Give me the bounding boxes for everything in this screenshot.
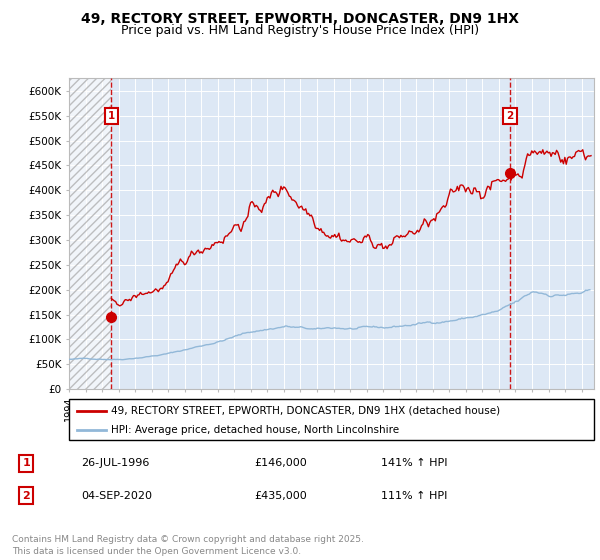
Text: 2: 2 (23, 491, 30, 501)
Text: 1: 1 (108, 111, 115, 121)
Text: 49, RECTORY STREET, EPWORTH, DONCASTER, DN9 1HX: 49, RECTORY STREET, EPWORTH, DONCASTER, … (81, 12, 519, 26)
Text: 141% ↑ HPI: 141% ↑ HPI (380, 459, 447, 468)
Text: HPI: Average price, detached house, North Lincolnshire: HPI: Average price, detached house, Nort… (111, 424, 399, 435)
Text: Price paid vs. HM Land Registry's House Price Index (HPI): Price paid vs. HM Land Registry's House … (121, 24, 479, 36)
Text: 111% ↑ HPI: 111% ↑ HPI (380, 491, 447, 501)
Text: 26-JUL-1996: 26-JUL-1996 (81, 459, 149, 468)
Text: 2: 2 (506, 111, 514, 121)
Text: Contains HM Land Registry data © Crown copyright and database right 2025.
This d: Contains HM Land Registry data © Crown c… (12, 535, 364, 556)
Text: £146,000: £146,000 (254, 459, 307, 468)
Text: £435,000: £435,000 (254, 491, 307, 501)
Text: 1: 1 (23, 459, 30, 468)
Bar (69, 78, 112, 389)
Text: 49, RECTORY STREET, EPWORTH, DONCASTER, DN9 1HX (detached house): 49, RECTORY STREET, EPWORTH, DONCASTER, … (111, 405, 500, 416)
Text: 04-SEP-2020: 04-SEP-2020 (81, 491, 152, 501)
